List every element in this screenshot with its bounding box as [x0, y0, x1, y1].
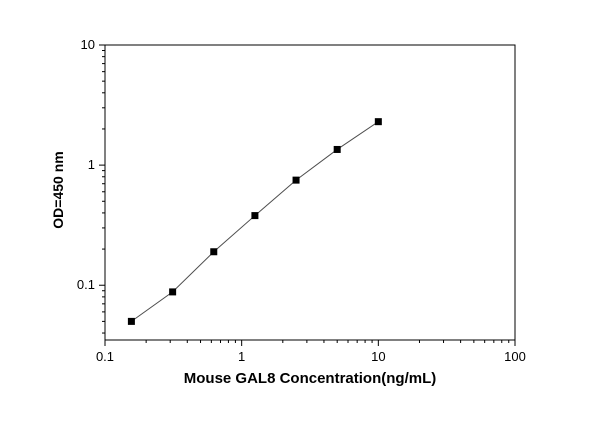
x-tick-label: 10	[371, 349, 385, 364]
y-axis-label: OD=450 nm	[50, 151, 66, 229]
x-tick-label: 100	[504, 349, 526, 364]
data-point-marker	[210, 248, 218, 256]
data-point-marker	[292, 176, 300, 184]
x-tick-label: 1	[238, 349, 245, 364]
data-point-marker	[374, 118, 382, 126]
series-line	[131, 121, 379, 322]
data-point-marker	[169, 288, 177, 296]
data-point-marker	[251, 212, 259, 220]
y-tick-label: 0.1	[77, 277, 95, 292]
y-tick-label: 1	[88, 157, 95, 172]
data-point-marker	[127, 317, 135, 325]
plot-frame	[104, 44, 516, 341]
y-tick-label: 10	[81, 37, 95, 52]
x-axis-label: Mouse GAL8 Concentration(ng/mL)	[183, 370, 437, 387]
data-point-marker	[333, 145, 341, 153]
x-tick-label: 0.1	[96, 349, 114, 364]
